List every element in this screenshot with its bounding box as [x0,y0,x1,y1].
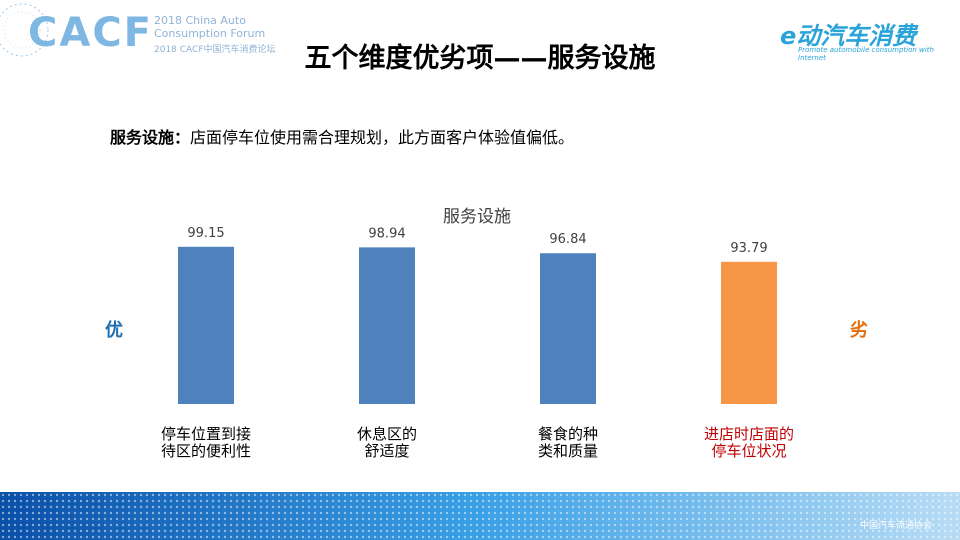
annotation: 优 [105,320,123,341]
page-title: 五个维度优劣项——服务设施 [304,43,656,74]
footer-dots [0,492,960,540]
logo-left: CACF [28,10,153,56]
logo-right-sub: Promote automobile consumption with Inte… [798,46,934,62]
logo-decoration [0,3,49,57]
logo-left-en: 2018 China Auto Consumption Forum [154,14,266,40]
note: 服务设施：店面停车位使用需合理规划，此方面客户体验值偏低。 [110,124,574,148]
bar [721,261,777,404]
logo-left-cn: 2018 CACF中国汽车消费论坛 [154,45,276,55]
bar [540,253,596,404]
x-tick-label: 停车位置到接 待区的便利性 [160,425,251,460]
x-tick-label: 休息区的 舒适度 [356,425,417,460]
note-label: 服务设施： [110,128,191,147]
annotation: 劣 [850,320,868,341]
footer-logo: 中国汽车流通协会 [860,521,933,531]
value-label: 98.94 [368,226,405,241]
note-text: 店面停车位使用需合理规划，此方面客户体验值偏低。 [190,128,575,147]
value-label: 99.15 [187,226,224,241]
bar [178,246,234,404]
x-tick-label: 进店时店面的 停车位状况 [703,425,794,460]
chart-title: 服务设施 [443,207,511,227]
x-tick-label: 餐食的种 类和质量 [537,425,598,460]
bar [359,247,415,404]
value-label: 93.79 [730,241,767,256]
logo-right: e动汽车消费 [780,22,917,50]
value-label: 96.84 [549,232,586,247]
